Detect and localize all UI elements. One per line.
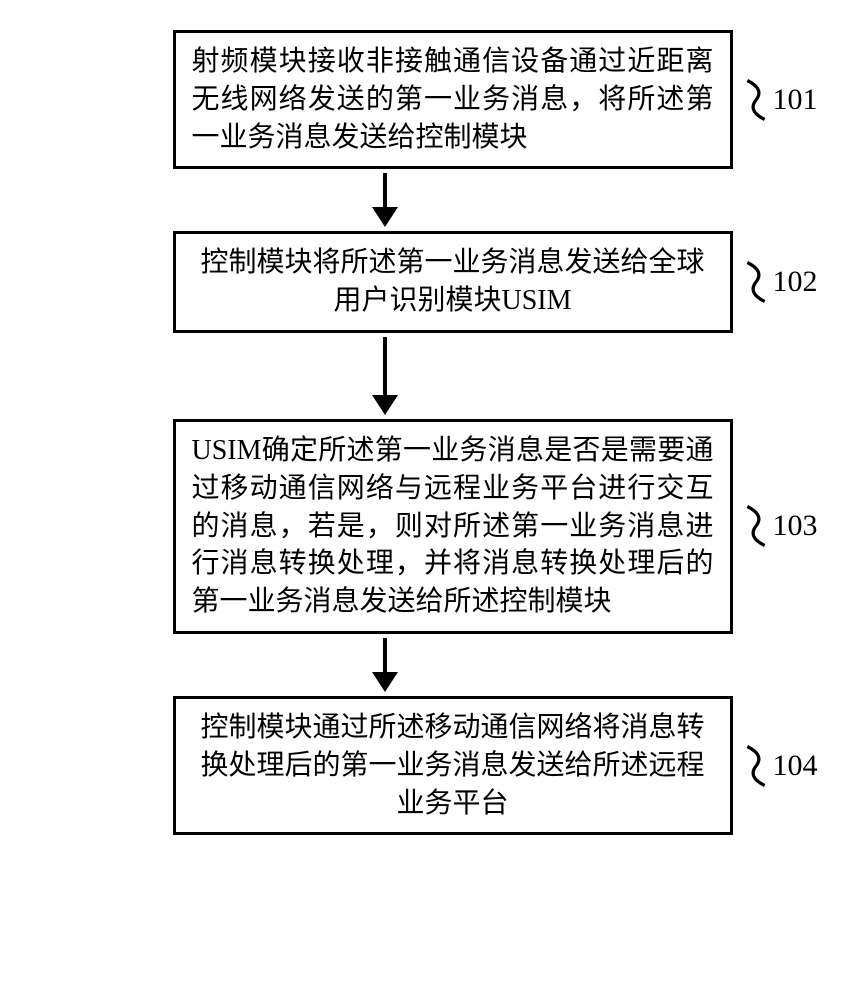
- step-box-104: 控制模块通过所述移动通信网络将消息转换处理后的第一业务消息发送给所述远程业务平台: [173, 696, 733, 835]
- connector-curve-icon: [741, 500, 771, 552]
- step-row-102: 控制模块将所述第一业务消息发送给全球用户识别模块USIM 102: [20, 231, 840, 333]
- arrow-down-icon: [372, 337, 398, 415]
- step-text: 控制模块将所述第一业务消息发送给全球用户识别模块USIM: [200, 247, 704, 316]
- arrow-shaft: [383, 638, 387, 672]
- connector-curve-icon: [741, 740, 771, 792]
- step-label-wrap-101: 101: [741, 74, 818, 126]
- arrow-head: [372, 395, 398, 415]
- step-label-wrap-103: 103: [741, 500, 818, 552]
- arrow-head: [372, 672, 398, 692]
- step-label-wrap-104: 104: [741, 740, 818, 792]
- arrow-shaft: [383, 173, 387, 207]
- step-text: 控制模块通过所述移动通信网络将消息转换处理后的第一业务消息发送给所述远程业务平台: [200, 712, 704, 819]
- step-label-wrap-102: 102: [741, 256, 818, 308]
- step-row-104: 控制模块通过所述移动通信网络将消息转换处理后的第一业务消息发送给所述远程业务平台…: [20, 696, 840, 835]
- step-number: 103: [773, 509, 818, 543]
- arrow-shaft: [383, 337, 387, 395]
- step-number: 104: [773, 749, 818, 783]
- step-number: 101: [773, 83, 818, 117]
- connector-curve-icon: [741, 74, 771, 126]
- step-number: 102: [773, 265, 818, 299]
- flowchart-container: 射频模块接收非接触通信设备通过近距离无线网络发送的第一业务消息，将所述第一业务消…: [20, 30, 840, 835]
- step-box-102: 控制模块将所述第一业务消息发送给全球用户识别模块USIM: [173, 231, 733, 333]
- arrow-down-icon: [372, 173, 398, 227]
- arrow-down-icon: [372, 638, 398, 692]
- connector-curve-icon: [741, 256, 771, 308]
- step-box-101: 射频模块接收非接触通信设备通过近距离无线网络发送的第一业务消息，将所述第一业务消…: [173, 30, 733, 169]
- step-row-103: USIM确定所述第一业务消息是否是需要通过移动通信网络与远程业务平台进行交互的消…: [20, 419, 840, 634]
- step-box-103: USIM确定所述第一业务消息是否是需要通过移动通信网络与远程业务平台进行交互的消…: [173, 419, 733, 634]
- step-text: 射频模块接收非接触通信设备通过近距离无线网络发送的第一业务消息，将所述第一业务消…: [192, 46, 714, 153]
- arrow-head: [372, 207, 398, 227]
- step-text: USIM确定所述第一业务消息是否是需要通过移动通信网络与远程业务平台进行交互的消…: [192, 435, 714, 617]
- step-row-101: 射频模块接收非接触通信设备通过近距离无线网络发送的第一业务消息，将所述第一业务消…: [20, 30, 840, 169]
